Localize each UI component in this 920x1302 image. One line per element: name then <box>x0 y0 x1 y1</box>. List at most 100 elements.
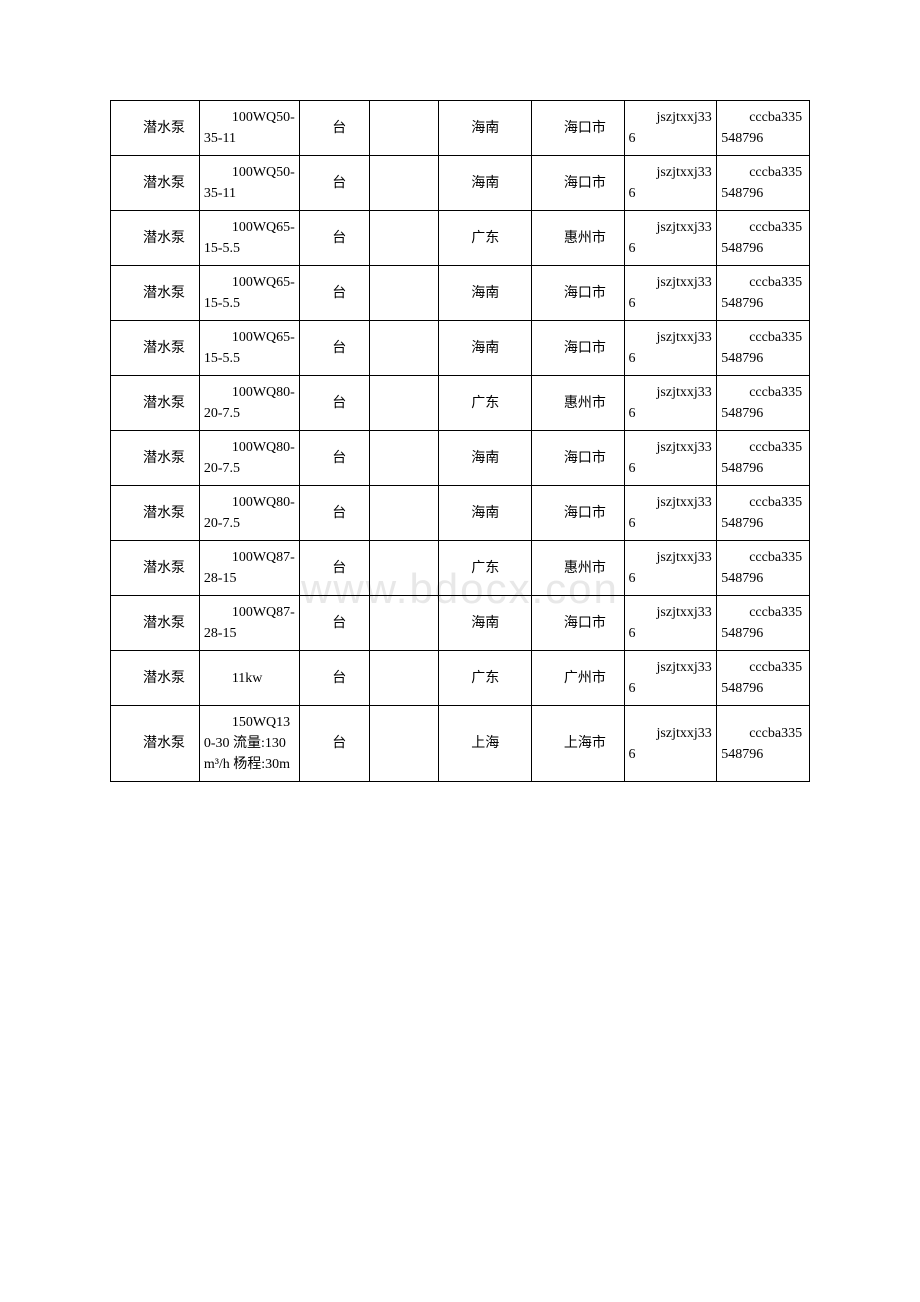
table-row: 潜水泵 11kw 台 广东 广州市 jszjtxxj336 cccba33554… <box>111 651 810 706</box>
cell-model: 11kw <box>199 651 299 706</box>
cell-unit: 台 <box>300 541 370 596</box>
cell-empty <box>369 321 439 376</box>
cell-name: 潜水泵 <box>111 706 200 782</box>
cell-province: 海南 <box>439 486 532 541</box>
cell-code2: cccba335548796 <box>717 376 810 431</box>
table-row: 潜水泵 100WQ87-28-15 台 广东 惠州市 jszjtxxj336 c… <box>111 541 810 596</box>
cell-city: 惠州市 <box>531 211 624 266</box>
cell-empty <box>369 486 439 541</box>
cell-unit: 台 <box>300 706 370 782</box>
cell-province: 海南 <box>439 101 532 156</box>
cell-code2: cccba335548796 <box>717 266 810 321</box>
cell-unit: 台 <box>300 156 370 211</box>
cell-empty <box>369 101 439 156</box>
table-row: 潜水泵 100WQ50-35-11 台 海南 海口市 jszjtxxj336 c… <box>111 156 810 211</box>
cell-code2: cccba335548796 <box>717 211 810 266</box>
table-row: 潜水泵 100WQ80-20-7.5 台 海南 海口市 jszjtxxj336 … <box>111 431 810 486</box>
cell-code2: cccba335548796 <box>717 596 810 651</box>
cell-province: 海南 <box>439 431 532 486</box>
cell-name: 潜水泵 <box>111 101 200 156</box>
cell-model: 100WQ65-15-5.5 <box>199 321 299 376</box>
cell-unit: 台 <box>300 596 370 651</box>
cell-name: 潜水泵 <box>111 211 200 266</box>
cell-empty <box>369 266 439 321</box>
cell-province: 广东 <box>439 376 532 431</box>
cell-model: 100WQ87-28-15 <box>199 541 299 596</box>
cell-unit: 台 <box>300 211 370 266</box>
cell-empty <box>369 541 439 596</box>
data-table: 潜水泵 100WQ50-35-11 台 海南 海口市 jszjtxxj336 c… <box>110 100 810 782</box>
cell-empty <box>369 431 439 486</box>
table-row: 潜水泵 150WQ130-30 流量:130m³/h 杨程:30m 台 上海 上… <box>111 706 810 782</box>
cell-empty <box>369 651 439 706</box>
cell-code2: cccba335548796 <box>717 651 810 706</box>
cell-model: 100WQ80-20-7.5 <box>199 376 299 431</box>
cell-code1: jszjtxxj336 <box>624 431 717 486</box>
cell-empty <box>369 376 439 431</box>
table-row: 潜水泵 100WQ80-20-7.5 台 广东 惠州市 jszjtxxj336 … <box>111 376 810 431</box>
cell-name: 潜水泵 <box>111 156 200 211</box>
cell-city: 惠州市 <box>531 376 624 431</box>
cell-model: 100WQ80-20-7.5 <box>199 431 299 486</box>
cell-name: 潜水泵 <box>111 431 200 486</box>
cell-unit: 台 <box>300 266 370 321</box>
cell-province: 广东 <box>439 541 532 596</box>
cell-code1: jszjtxxj336 <box>624 376 717 431</box>
cell-city: 海口市 <box>531 321 624 376</box>
table-row: 潜水泵 100WQ80-20-7.5 台 海南 海口市 jszjtxxj336 … <box>111 486 810 541</box>
cell-name: 潜水泵 <box>111 651 200 706</box>
table-body: 潜水泵 100WQ50-35-11 台 海南 海口市 jszjtxxj336 c… <box>111 101 810 782</box>
cell-name: 潜水泵 <box>111 486 200 541</box>
cell-province: 海南 <box>439 321 532 376</box>
cell-code1: jszjtxxj336 <box>624 321 717 376</box>
cell-city: 广州市 <box>531 651 624 706</box>
cell-model: 100WQ50-35-11 <box>199 156 299 211</box>
cell-code2: cccba335548796 <box>717 706 810 782</box>
cell-province: 海南 <box>439 266 532 321</box>
cell-code1: jszjtxxj336 <box>624 486 717 541</box>
cell-code2: cccba335548796 <box>717 321 810 376</box>
cell-city: 海口市 <box>531 101 624 156</box>
table-row: 潜水泵 100WQ65-15-5.5 台 海南 海口市 jszjtxxj336 … <box>111 266 810 321</box>
cell-code2: cccba335548796 <box>717 156 810 211</box>
cell-name: 潜水泵 <box>111 596 200 651</box>
cell-name: 潜水泵 <box>111 541 200 596</box>
table-row: 潜水泵 100WQ65-15-5.5 台 广东 惠州市 jszjtxxj336 … <box>111 211 810 266</box>
cell-code1: jszjtxxj336 <box>624 101 717 156</box>
cell-model: 100WQ87-28-15 <box>199 596 299 651</box>
cell-model: 100WQ80-20-7.5 <box>199 486 299 541</box>
cell-name: 潜水泵 <box>111 376 200 431</box>
cell-unit: 台 <box>300 651 370 706</box>
cell-code1: jszjtxxj336 <box>624 651 717 706</box>
cell-city: 海口市 <box>531 156 624 211</box>
cell-code1: jszjtxxj336 <box>624 211 717 266</box>
cell-code1: jszjtxxj336 <box>624 156 717 211</box>
cell-city: 惠州市 <box>531 541 624 596</box>
cell-empty <box>369 211 439 266</box>
cell-empty <box>369 156 439 211</box>
cell-code1: jszjtxxj336 <box>624 596 717 651</box>
cell-province: 广东 <box>439 211 532 266</box>
cell-code1: jszjtxxj336 <box>624 541 717 596</box>
cell-code2: cccba335548796 <box>717 486 810 541</box>
cell-city: 海口市 <box>531 486 624 541</box>
cell-empty <box>369 596 439 651</box>
cell-province: 海南 <box>439 156 532 211</box>
cell-unit: 台 <box>300 486 370 541</box>
cell-province: 广东 <box>439 651 532 706</box>
cell-city: 海口市 <box>531 596 624 651</box>
cell-code2: cccba335548796 <box>717 541 810 596</box>
cell-code2: cccba335548796 <box>717 431 810 486</box>
cell-province: 上海 <box>439 706 532 782</box>
cell-model: 150WQ130-30 流量:130m³/h 杨程:30m <box>199 706 299 782</box>
cell-name: 潜水泵 <box>111 321 200 376</box>
cell-city: 海口市 <box>531 431 624 486</box>
cell-empty <box>369 706 439 782</box>
cell-code1: jszjtxxj336 <box>624 266 717 321</box>
cell-model: 100WQ65-15-5.5 <box>199 266 299 321</box>
cell-province: 海南 <box>439 596 532 651</box>
cell-unit: 台 <box>300 321 370 376</box>
table-row: 潜水泵 100WQ50-35-11 台 海南 海口市 jszjtxxj336 c… <box>111 101 810 156</box>
cell-model: 100WQ65-15-5.5 <box>199 211 299 266</box>
cell-unit: 台 <box>300 376 370 431</box>
